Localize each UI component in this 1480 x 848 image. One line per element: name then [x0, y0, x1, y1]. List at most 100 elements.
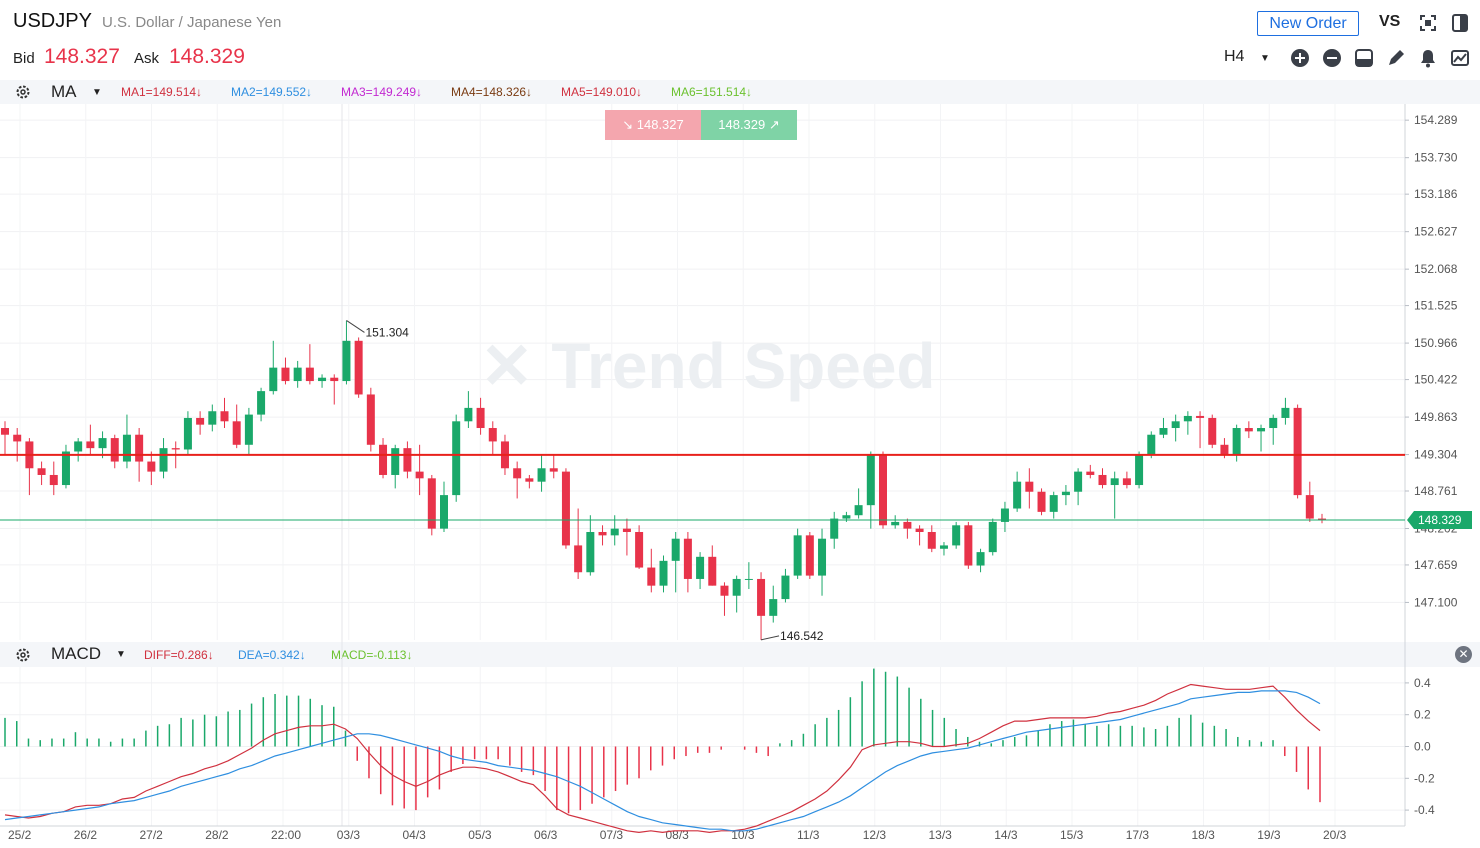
candle-body — [1232, 428, 1241, 455]
x-tick-label: 22:00 — [271, 828, 301, 842]
candle — [1025, 468, 1034, 509]
candle-body — [415, 471, 424, 479]
candle — [757, 572, 766, 640]
timeframe-select[interactable]: H4 — [1224, 48, 1245, 65]
gear-icon[interactable] — [15, 84, 31, 100]
chart-type-icon[interactable] — [1450, 48, 1470, 68]
candle-body — [183, 417, 192, 450]
quote-bid-box[interactable]: ↘ 148.327 — [605, 110, 701, 140]
candle-body — [366, 394, 375, 445]
candle-body — [269, 367, 278, 392]
chevron-down-icon[interactable]: ▼ — [92, 87, 102, 98]
ask-label: Ask — [134, 50, 160, 67]
annotation-label: 151.304 — [365, 325, 409, 339]
candle-body — [305, 367, 314, 382]
candle-body — [793, 535, 802, 576]
candle — [1183, 411, 1192, 435]
y-tick-label: 148.761 — [1414, 484, 1458, 498]
quote-ask-box[interactable]: 148.329 ↗ — [701, 110, 797, 140]
candle-body — [647, 567, 656, 586]
candle — [647, 548, 656, 593]
candle-body — [903, 521, 912, 529]
candle-body — [440, 495, 448, 529]
candle-body — [220, 411, 229, 422]
candle — [915, 525, 924, 546]
candle-body — [915, 528, 924, 532]
candle — [635, 525, 644, 569]
draw-pencil-icon[interactable] — [1386, 48, 1406, 68]
candle-body — [403, 448, 412, 472]
candle-body — [354, 340, 363, 395]
candle-body — [452, 421, 461, 496]
candle-body — [988, 521, 997, 553]
zoom-in-icon[interactable] — [1290, 48, 1310, 68]
candle — [500, 434, 509, 475]
candle — [110, 434, 119, 469]
new-order-button[interactable]: New Order — [1257, 11, 1359, 36]
candle-body — [537, 468, 546, 482]
candle — [13, 428, 22, 462]
candle-body — [891, 521, 900, 526]
candle-body — [37, 468, 46, 475]
candle — [1232, 424, 1241, 462]
candle — [1171, 414, 1180, 442]
macd-value: MACD=-0.113↓ — [331, 648, 413, 662]
candle-body — [854, 505, 863, 516]
ma1-value: MA1=149.514↓ — [121, 85, 203, 99]
symbol-title: USDJPY — [13, 10, 92, 32]
candle-body — [1086, 471, 1095, 475]
candle-body — [488, 428, 497, 442]
candle-body — [549, 468, 558, 472]
candle — [781, 568, 790, 603]
candle — [1086, 464, 1095, 479]
fullscreen-icon[interactable] — [1418, 13, 1438, 33]
candle-body — [464, 407, 473, 422]
chevron-down-icon[interactable]: ▼ — [116, 649, 126, 660]
candle-body — [525, 478, 534, 482]
candle-body — [122, 434, 131, 462]
candle-body — [1061, 491, 1070, 496]
compare-button[interactable]: VS — [1379, 13, 1401, 30]
gear-icon[interactable] — [15, 647, 31, 663]
x-tick-label: 12/3 — [863, 828, 887, 842]
chevron-down-icon[interactable]: ▼ — [1260, 53, 1270, 64]
x-tick-label: 28/2 — [205, 828, 229, 842]
symbol-name: U.S. Dollar / Japanese Yen — [102, 14, 282, 31]
sub-indicator-select[interactable]: MACD — [51, 644, 102, 663]
candle-body — [659, 560, 668, 586]
y-tick-label: 154.289 — [1414, 113, 1458, 127]
x-tick-label: 14/3 — [994, 828, 1018, 842]
candle — [1122, 471, 1131, 489]
candle-body — [1183, 415, 1192, 422]
candle — [988, 518, 997, 556]
y-tick-label: 151.525 — [1414, 299, 1458, 313]
macd-y-tick-label: 0.2 — [1414, 708, 1431, 722]
candle-body — [1, 428, 9, 435]
candle — [1281, 397, 1290, 425]
candle-body — [281, 367, 290, 382]
candle-body — [561, 471, 570, 546]
zoom-out-icon[interactable] — [1322, 48, 1342, 68]
y-tick-label: 153.730 — [1414, 151, 1458, 165]
candle — [171, 441, 180, 469]
candle — [342, 320, 351, 385]
layout-icon[interactable] — [1354, 48, 1374, 68]
close-icon[interactable]: ✕ — [1455, 646, 1472, 663]
x-tick-label: 08/3 — [666, 828, 690, 842]
candle — [1074, 468, 1083, 506]
ma6-value: MA6=151.514↓ — [671, 85, 753, 99]
candle — [1000, 501, 1009, 532]
main-indicator-select[interactable]: MA — [51, 82, 77, 101]
candle-body — [1147, 434, 1156, 455]
candle — [1269, 414, 1278, 445]
candle — [610, 515, 619, 546]
candle-body — [171, 448, 180, 450]
candle — [379, 438, 388, 479]
candle — [159, 438, 168, 479]
x-tick-label: 11/3 — [797, 828, 820, 842]
alert-bell-icon[interactable] — [1418, 48, 1438, 68]
candle-body — [330, 377, 339, 382]
ma5-value: MA5=149.010↓ — [561, 85, 643, 99]
sidebar-toggle-icon[interactable] — [1450, 13, 1470, 33]
candle-body — [1293, 407, 1302, 496]
